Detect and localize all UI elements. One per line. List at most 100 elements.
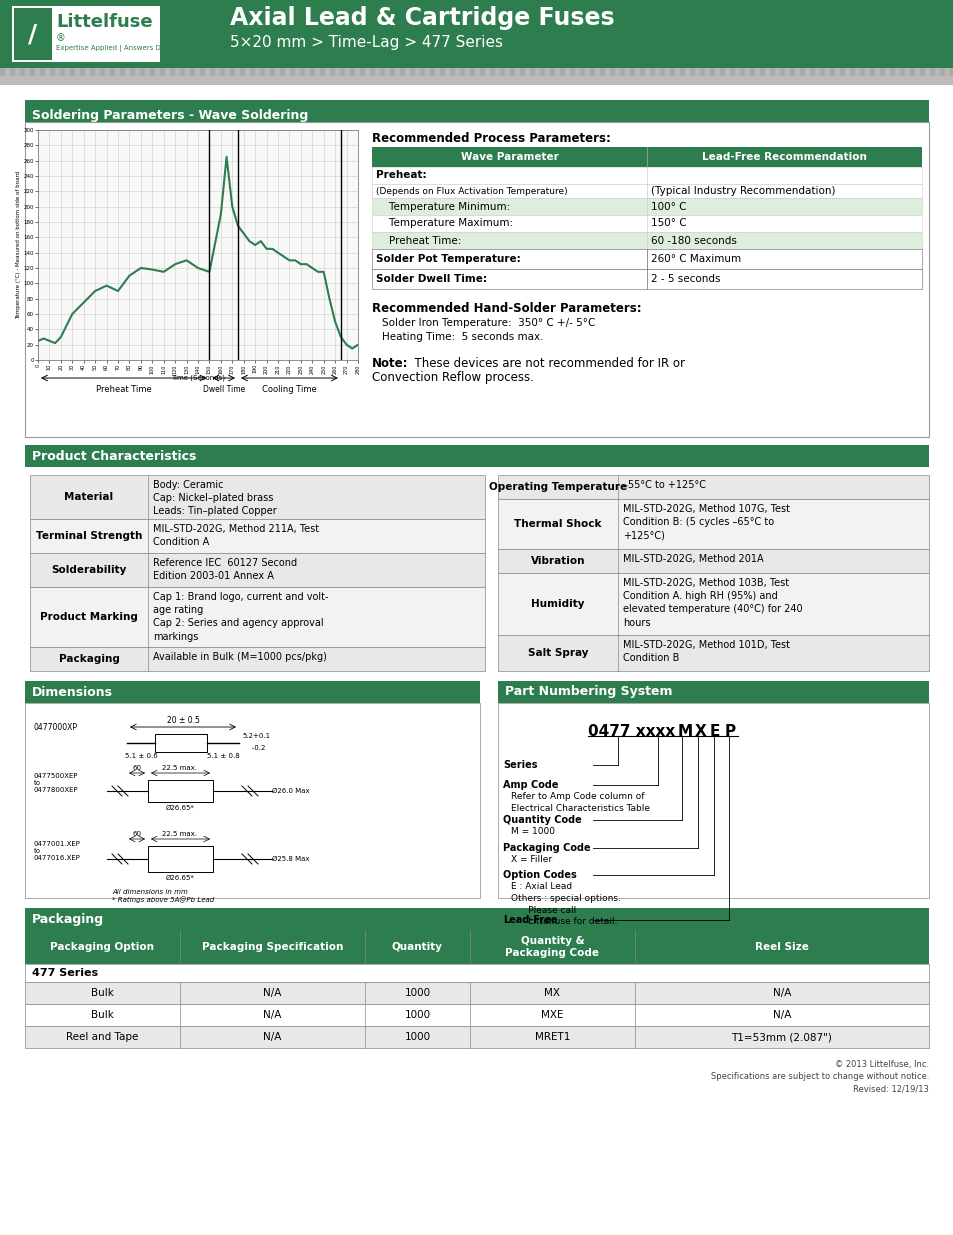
Bar — [497, 635, 928, 671]
Text: /: / — [29, 22, 37, 46]
Text: Note:: Note: — [372, 357, 408, 370]
Bar — [40, 68, 45, 77]
Bar — [194, 68, 200, 77]
Bar — [689, 77, 695, 85]
Bar — [675, 68, 679, 77]
Text: Thermal Shock: Thermal Shock — [514, 519, 601, 529]
Bar — [150, 68, 154, 77]
Text: Dwell Time: Dwell Time — [202, 385, 245, 394]
Bar — [899, 77, 904, 85]
Bar — [615, 68, 619, 77]
Bar — [949, 68, 953, 77]
Bar — [524, 68, 530, 77]
Bar — [844, 77, 849, 85]
Bar — [714, 77, 720, 85]
Bar — [25, 982, 928, 1004]
Bar — [894, 77, 899, 85]
Bar — [154, 734, 207, 752]
Bar — [90, 68, 95, 77]
Bar — [15, 68, 20, 77]
Bar — [424, 68, 430, 77]
Bar — [479, 68, 484, 77]
Bar — [372, 184, 921, 198]
Bar — [140, 77, 145, 85]
Bar — [55, 68, 60, 77]
Bar — [50, 77, 55, 85]
Bar — [205, 77, 210, 85]
Bar — [250, 68, 254, 77]
Bar — [729, 77, 734, 85]
Text: Heating Time:  5 seconds max.: Heating Time: 5 seconds max. — [381, 332, 543, 342]
Bar — [294, 68, 299, 77]
Text: Axial Lead & Cartridge Fuses: Axial Lead & Cartridge Fuses — [230, 6, 614, 30]
Bar — [909, 68, 914, 77]
Bar — [789, 77, 794, 85]
Bar — [265, 68, 270, 77]
Text: N/A: N/A — [772, 988, 790, 998]
Bar — [874, 77, 879, 85]
Bar — [75, 77, 80, 85]
Bar — [339, 77, 345, 85]
Text: 477 Series: 477 Series — [32, 968, 98, 978]
Bar — [734, 68, 740, 77]
Bar — [724, 77, 729, 85]
Bar — [299, 77, 305, 85]
Bar — [439, 68, 444, 77]
Text: Refer to Amp Code column of
Electrical Characteristics Table: Refer to Amp Code column of Electrical C… — [511, 792, 649, 813]
Bar — [399, 77, 405, 85]
Bar — [689, 68, 695, 77]
Bar — [834, 68, 840, 77]
Bar — [55, 77, 60, 85]
Bar — [405, 77, 410, 85]
Bar — [359, 68, 365, 77]
Bar — [0, 68, 953, 85]
Bar — [115, 77, 120, 85]
Bar — [359, 77, 365, 85]
Bar — [274, 68, 280, 77]
Bar — [809, 77, 814, 85]
Text: ®: ® — [56, 33, 66, 43]
Bar — [669, 68, 675, 77]
Text: 0477000XP: 0477000XP — [34, 722, 78, 732]
Bar — [744, 77, 749, 85]
Bar — [45, 68, 50, 77]
Text: Reference IEC  60127 Second
Edition 2003-01 Annex A: Reference IEC 60127 Second Edition 2003-… — [152, 558, 296, 582]
Bar — [25, 1026, 928, 1049]
Bar — [299, 68, 305, 77]
Bar — [934, 77, 939, 85]
Text: 22.5 max.: 22.5 max. — [162, 764, 197, 771]
Bar — [490, 68, 495, 77]
Bar — [684, 68, 689, 77]
Bar — [510, 77, 515, 85]
Text: X: X — [695, 725, 706, 740]
Bar — [555, 77, 559, 85]
Bar — [754, 77, 760, 85]
Bar — [405, 68, 410, 77]
Text: N/A: N/A — [263, 1032, 281, 1042]
Text: 5.1 ± 0.8: 5.1 ± 0.8 — [207, 753, 239, 760]
Bar — [864, 68, 869, 77]
Bar — [924, 68, 929, 77]
Bar — [939, 68, 944, 77]
Bar — [734, 77, 740, 85]
Bar — [390, 68, 395, 77]
Bar — [649, 77, 655, 85]
Bar — [859, 77, 864, 85]
Bar — [470, 68, 475, 77]
Text: MIL-STD-202G, Method 201A: MIL-STD-202G, Method 201A — [622, 555, 762, 564]
Text: MIL-STD-202G, Method 103B, Test
Condition A. high RH (95%) and
elevated temperat: MIL-STD-202G, Method 103B, Test Conditio… — [622, 578, 801, 627]
Bar — [180, 68, 185, 77]
Text: Vibration: Vibration — [530, 556, 584, 566]
Bar — [430, 77, 435, 85]
Bar — [629, 68, 635, 77]
Bar — [749, 68, 754, 77]
Bar — [30, 519, 484, 553]
Bar — [105, 77, 110, 85]
Bar — [475, 68, 479, 77]
Bar — [700, 68, 704, 77]
Bar — [740, 68, 744, 77]
Text: Revised: 12/19/13: Revised: 12/19/13 — [852, 1084, 928, 1093]
Text: Quantity Code: Quantity Code — [502, 815, 581, 825]
Bar — [25, 77, 30, 85]
Text: MIL-STD-202G, Method 107G, Test
Condition B: (5 cycles –65°C to
+125°C): MIL-STD-202G, Method 107G, Test Conditio… — [622, 504, 789, 541]
